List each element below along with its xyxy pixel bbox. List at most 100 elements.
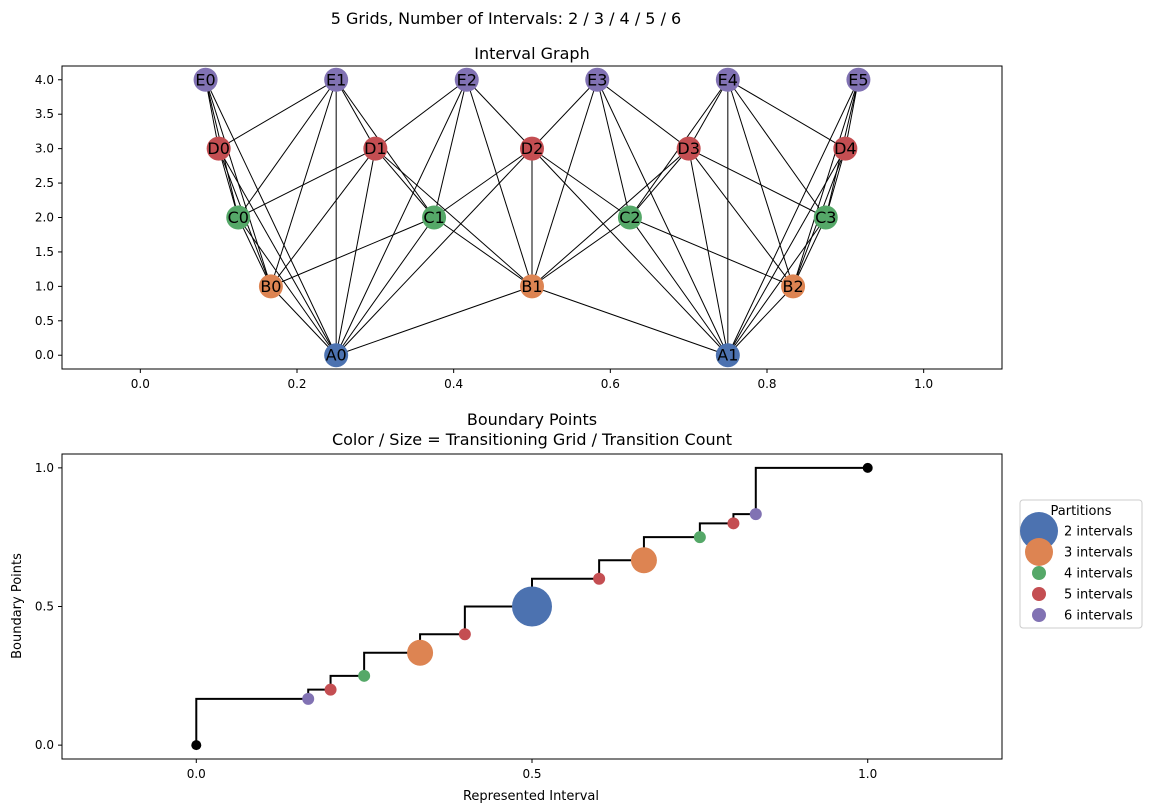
partitions-legend: Partitions 2 intervals 3 intervals 4 inter… xyxy=(1019,499,1143,629)
boundary-points-title-line: Color / Size = Transitioning Grid / Tran… xyxy=(332,430,732,449)
node-E1 xyxy=(324,67,349,92)
edge-B2-C2 xyxy=(629,217,794,287)
node-D3 xyxy=(676,136,701,161)
edge-B1-C2 xyxy=(531,217,631,287)
boundary-points-panel: Boundary Points Color / Size = Transition… xyxy=(10,410,1003,804)
edge-A0-C1 xyxy=(335,217,435,356)
node-label-C0: C0 xyxy=(228,208,249,227)
node-C3 xyxy=(813,205,838,230)
edge-B0-C0 xyxy=(237,217,272,287)
edge-A1-D3 xyxy=(688,148,729,356)
edge-A0-E2 xyxy=(335,79,468,356)
node-C2 xyxy=(617,205,642,230)
node-label-E1: E1 xyxy=(326,70,346,89)
figure-title: 5 Grids, Number of Intervals: 2 / 3 / 4 … xyxy=(331,9,681,28)
legend-label: 6 intervals xyxy=(1064,609,1133,624)
edge-A0-B1 xyxy=(336,285,533,356)
edge-A1-D2 xyxy=(531,148,729,356)
boundary-point xyxy=(458,628,471,641)
node-label-B2: B2 xyxy=(783,277,804,296)
edge-A1-B1 xyxy=(531,285,728,356)
edge-D0-E1 xyxy=(218,79,337,150)
node-E5 xyxy=(846,67,871,92)
x-axis-label: Represented Interval xyxy=(463,789,599,804)
edge-A0-D2 xyxy=(335,148,533,356)
edge-D3-E4 xyxy=(688,79,729,149)
y-tick-label: 0.0 xyxy=(35,738,54,752)
node-label-A0: A0 xyxy=(326,346,347,365)
x-tick-label: 0.4 xyxy=(444,377,463,391)
node-label-E3: E3 xyxy=(587,70,607,89)
edge-D1-E2 xyxy=(375,79,468,150)
legend-title: Partitions xyxy=(1051,504,1112,519)
edge-A0-B0 xyxy=(270,286,337,356)
node-label-B1: B1 xyxy=(521,277,542,296)
node-label-C1: C1 xyxy=(423,208,444,227)
boundary-points-title: Boundary Points Color / Size = Transition… xyxy=(332,410,732,449)
edge-B0-E0 xyxy=(205,79,272,287)
node-D1 xyxy=(363,136,388,161)
y-tick-label: 3.5 xyxy=(35,107,54,121)
node-C0 xyxy=(226,205,251,230)
x-tick-label: 0.5 xyxy=(522,767,541,781)
edge-B2-D3 xyxy=(688,148,794,287)
legend-label: 3 intervals xyxy=(1064,546,1133,561)
boundary-points-y-axis: 0.0 0.5 1.0 xyxy=(35,461,62,752)
edge-D2-E3 xyxy=(531,79,598,149)
interval-graph-title: Interval Graph xyxy=(474,44,589,63)
node-D0 xyxy=(206,136,231,161)
x-tick-label: 0.0 xyxy=(187,767,206,781)
node-label-E2: E2 xyxy=(457,70,477,89)
edge-A1-B2 xyxy=(727,286,794,356)
node-B0 xyxy=(258,274,283,299)
edge-C1-D2 xyxy=(433,148,533,218)
node-label-E5: E5 xyxy=(848,70,868,89)
y-tick-label: 2.0 xyxy=(35,211,54,225)
legend-label: 4 intervals xyxy=(1064,567,1133,582)
edge-C0-D1 xyxy=(238,148,376,218)
x-tick-label: 0.8 xyxy=(757,377,776,391)
edge-B2-E4 xyxy=(727,79,794,287)
node-A1 xyxy=(715,343,740,368)
edge-B2-C3 xyxy=(792,217,827,287)
endpoint-marker xyxy=(191,740,202,751)
edge-C3-E4 xyxy=(727,79,827,218)
x-tick-label: 1.0 xyxy=(858,767,877,781)
interval-graph-y-axis: 0.0 0.5 1.0 1.5 2.0 2.5 3.0 3.5 4.0 xyxy=(35,73,62,362)
edge-C2-E3 xyxy=(596,79,631,218)
x-tick-label: 0.6 xyxy=(601,377,620,391)
node-B1 xyxy=(520,274,544,299)
y-tick-label: 1.0 xyxy=(35,461,54,475)
legend-label: 5 intervals xyxy=(1064,588,1133,603)
interval-graph-edges xyxy=(205,79,859,356)
edge-A0-E0 xyxy=(205,79,337,356)
edge-C2-D3 xyxy=(629,148,690,218)
x-tick-label: 0.0 xyxy=(131,377,150,391)
legend-marker xyxy=(1032,608,1046,622)
interval-graph-x-axis: 0.0 0.2 0.4 0.6 0.8 1.0 xyxy=(131,369,933,391)
y-tick-label: 0.5 xyxy=(35,314,54,328)
edge-A0-D0 xyxy=(218,148,337,356)
edge-B1-C1 xyxy=(433,217,533,287)
node-label-C3: C3 xyxy=(815,208,836,227)
edge-A0-D1 xyxy=(335,148,376,356)
node-label-E0: E0 xyxy=(195,70,215,89)
node-E2 xyxy=(454,67,479,92)
edge-B0-C1 xyxy=(270,217,435,287)
node-E3 xyxy=(585,67,610,92)
edge-A0-C0 xyxy=(237,217,337,356)
edge-C2-D2 xyxy=(531,148,631,218)
edge-C1-E2 xyxy=(433,79,468,218)
node-D4 xyxy=(833,136,858,161)
edge-A1-E3 xyxy=(596,79,729,356)
edge-B1-E2 xyxy=(466,79,533,287)
legend-label: 2 intervals xyxy=(1064,525,1133,540)
boundary-points-markers xyxy=(191,462,873,751)
edge-B1-E3 xyxy=(531,79,598,287)
y-axis-label: Boundary Points xyxy=(10,553,25,659)
y-tick-label: 0.5 xyxy=(35,600,54,614)
node-label-D4: D4 xyxy=(834,139,857,158)
node-label-D3: D3 xyxy=(677,139,700,158)
edge-B2-E5 xyxy=(792,79,859,287)
legend-marker xyxy=(1032,566,1046,580)
